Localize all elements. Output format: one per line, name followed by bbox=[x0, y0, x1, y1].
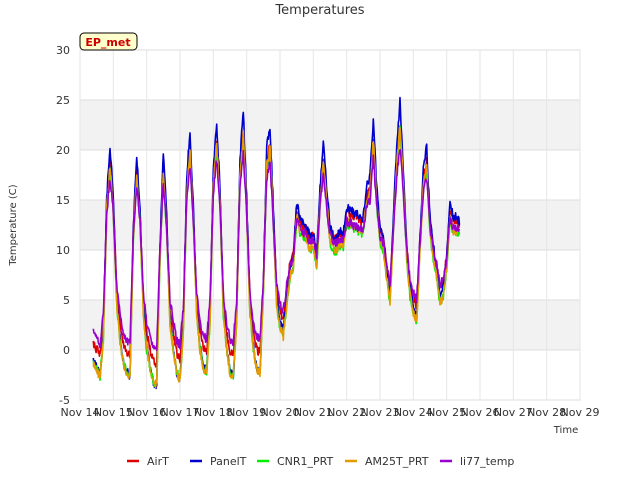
x-tick-label: Nov 17 bbox=[161, 406, 200, 419]
plot-background-bands bbox=[79, 49, 581, 401]
y-axis-ticks: -5 0 5 10 15 20 25 30 bbox=[56, 44, 70, 407]
x-tick-label: Nov 25 bbox=[427, 406, 466, 419]
y-tick-label: 20 bbox=[56, 144, 70, 157]
y-tick-label: 5 bbox=[63, 294, 70, 307]
y-tick-label: 25 bbox=[56, 94, 70, 107]
y-tick-label: -5 bbox=[59, 394, 70, 407]
legend-label-cnr1_prt: CNR1_PRT bbox=[277, 455, 334, 468]
x-tick-label: Nov 19 bbox=[227, 406, 266, 419]
station-badge-box bbox=[79, 32, 138, 51]
y-tick-label: 30 bbox=[56, 44, 70, 57]
station-badge-label: EP_met bbox=[85, 36, 130, 49]
x-tick-label: Nov 26 bbox=[461, 406, 500, 419]
x-tick-label: Nov 14 bbox=[61, 406, 100, 419]
x-tick-label: Nov 16 bbox=[127, 406, 166, 419]
x-tick-label: Nov 24 bbox=[394, 406, 433, 419]
x-tick-label: Nov 29 bbox=[561, 406, 600, 419]
x-tick-label: Nov 22 bbox=[327, 406, 366, 419]
band bbox=[80, 100, 580, 150]
legend-label-am25t_prt: AM25T_PRT bbox=[365, 455, 429, 468]
x-tick-label: Nov 20 bbox=[261, 406, 300, 419]
x-tick-label: Nov 18 bbox=[194, 406, 233, 419]
series-layer bbox=[92, 96, 461, 390]
x-tick-label: Nov 15 bbox=[94, 406, 133, 419]
legend-label-panelt: PanelT bbox=[210, 455, 247, 468]
y-tick-label: 15 bbox=[56, 194, 70, 207]
x-axis-label: Time bbox=[553, 425, 578, 436]
band bbox=[80, 300, 580, 350]
chart-title: Temperatures bbox=[274, 3, 364, 18]
x-tick-label: Nov 23 bbox=[361, 406, 400, 419]
legend-label-airt: AirT bbox=[147, 455, 169, 468]
x-tick-label: Nov 27 bbox=[494, 406, 533, 419]
legend: AirT PanelT CNR1_PRT AM25T_PRT li77_temp bbox=[127, 455, 514, 468]
y-tick-label: 10 bbox=[56, 244, 70, 257]
x-tick-label: Nov 28 bbox=[527, 406, 566, 419]
y-tick-label: 0 bbox=[63, 344, 70, 357]
y-axis-label: Temperature (C) bbox=[8, 184, 19, 266]
legend-label-li77_temp: li77_temp bbox=[460, 455, 514, 468]
series-line-li77_temp bbox=[92, 148, 461, 351]
series-line-am25t_prt bbox=[92, 127, 461, 389]
station-badge: EP_met bbox=[79, 32, 138, 51]
x-tick-label: Nov 21 bbox=[294, 406, 333, 419]
